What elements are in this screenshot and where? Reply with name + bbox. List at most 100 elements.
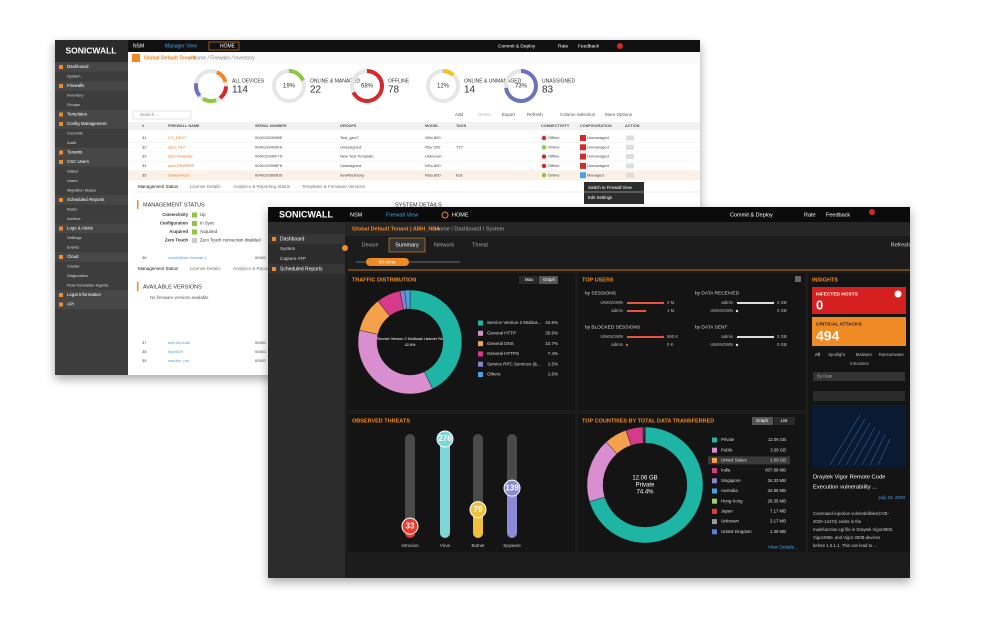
table-cell[interactable]: CY_DEV7 [168, 135, 187, 140]
refresh[interactable]: Refresh [891, 242, 910, 248]
sidebar-section[interactable] [268, 234, 345, 244]
sidebar-section[interactable] [55, 109, 128, 120]
top-action[interactable]: Feedback [578, 43, 600, 49]
sidebar-section[interactable] [268, 264, 345, 274]
filter[interactable]: Intrusions [850, 361, 869, 366]
detail-tab[interactable]: Management Status [138, 266, 179, 271]
toggle[interactable] [774, 417, 795, 425]
nav-link[interactable]: HOME [452, 212, 469, 218]
nav-section[interactable]: Firewalls [67, 83, 85, 88]
nav-item[interactable]: Settings [67, 235, 82, 240]
nav-link[interactable]: HOME [220, 43, 236, 49]
nav-item[interactable]: Capture ATP [280, 256, 306, 261]
filter[interactable]: All [815, 352, 820, 357]
action-button[interactable] [626, 154, 634, 160]
toolbar-action[interactable]: Column Selection [560, 112, 596, 117]
sidebar-section[interactable] [55, 252, 128, 262]
sidebar-section[interactable] [55, 81, 128, 91]
nav-section[interactable]: CSC Users [67, 159, 90, 164]
detail-tab[interactable]: Analytics & Reporting Status [233, 266, 291, 271]
toggle[interactable] [519, 276, 538, 284]
nav-section[interactable]: Templates [67, 112, 88, 117]
nav-item[interactable]: Archive [67, 216, 81, 221]
sidebar-section[interactable] [55, 157, 128, 167]
toggle-label[interactable]: List [781, 418, 788, 423]
nav-item[interactable]: System [67, 74, 81, 79]
table-cell[interactable]: spot DSWRFR [168, 163, 194, 168]
action-button[interactable] [626, 144, 634, 150]
search-field[interactable] [813, 391, 905, 401]
action-button[interactable] [626, 163, 634, 169]
sidebar-section[interactable] [55, 62, 128, 72]
nav-item[interactable]: Commits [67, 131, 83, 136]
toolbar-action[interactable]: Add [455, 112, 464, 117]
nav-item[interactable]: Flow Forwarder Agents [67, 283, 108, 288]
tab[interactable]: Network [434, 242, 454, 248]
detail-tab[interactable]: Management Status [138, 184, 179, 189]
nav-item[interactable]: Migration Status [67, 188, 96, 193]
toggle-label[interactable]: Graph [756, 418, 769, 423]
nav-link[interactable]: Firewall View [386, 212, 418, 218]
filter[interactable]: Malware [856, 352, 873, 357]
nav-section[interactable]: Scheduled Reports [280, 266, 323, 272]
filter[interactable]: Spotlight [828, 352, 846, 357]
nav-link[interactable]: NSM [350, 212, 363, 218]
nav-section[interactable]: API [67, 302, 74, 307]
tab[interactable]: Device [362, 242, 379, 248]
sidebar-section[interactable] [55, 290, 128, 300]
toolbar-action[interactable]: Export [502, 112, 516, 117]
menu-item[interactable]: Switch to Firewall View [588, 185, 633, 190]
top-action[interactable]: Commit & Deploy [498, 43, 536, 49]
top-action[interactable]: Rate [804, 212, 816, 218]
sidebar-section[interactable] [55, 299, 128, 310]
sidebar-section[interactable] [55, 147, 128, 158]
detail-tab[interactable]: License Details [190, 184, 221, 189]
sidebar-section[interactable] [55, 195, 128, 205]
nav-section[interactable]: Legal Information [67, 292, 101, 297]
toolbar-action[interactable]: More Options [605, 112, 633, 117]
table-cell[interactable]: spot_1w7 [168, 144, 186, 149]
toggle-label[interactable]: Graph [543, 277, 556, 282]
action-button[interactable] [626, 135, 634, 141]
filter[interactable]: Ransomware [879, 352, 905, 357]
nav-section[interactable]: Config Management [67, 121, 107, 126]
nav-section[interactable]: Logs & Alerts [67, 226, 94, 231]
news-title[interactable]: Execution vulnerability ... [813, 485, 878, 491]
tab[interactable]: Summary [395, 242, 419, 248]
top-action[interactable]: Commit & Deploy [730, 212, 773, 218]
sort-select[interactable] [813, 372, 905, 381]
tab[interactable]: Threat [472, 242, 488, 248]
nav-section[interactable]: Tenants [67, 150, 83, 155]
nav-item[interactable]: Events [67, 245, 79, 250]
nav-section[interactable]: Dashboard [67, 64, 89, 69]
table-cell[interactable]: spot Template [168, 154, 194, 159]
nav-section[interactable]: Scheduled Reports [67, 197, 105, 202]
sidebar-section[interactable] [55, 119, 128, 129]
search-box[interactable] [132, 110, 192, 120]
nav-link[interactable]: Manager View [165, 43, 197, 49]
sidebar-section[interactable] [55, 223, 128, 234]
menu-item[interactable]: Edit Settings [588, 195, 612, 200]
nav-section[interactable]: Dashboard [280, 236, 305, 242]
view-details[interactable]: View Details... [768, 544, 798, 550]
nav-item[interactable]: Cluster [67, 264, 80, 269]
toggle[interactable] [752, 417, 773, 425]
nav-item[interactable]: Audit [67, 140, 77, 145]
nav-item[interactable]: Users [67, 178, 78, 183]
nav-item[interactable]: Diagnostics [67, 273, 88, 278]
nav-link[interactable]: NSM [133, 43, 144, 49]
slider-pill[interactable] [366, 258, 409, 266]
table-cell[interactable]: Sonicw-test [168, 172, 190, 177]
toggle[interactable] [539, 276, 558, 284]
nav-item[interactable]: System [280, 246, 295, 251]
action-button[interactable] [626, 172, 634, 178]
detail-tab[interactable]: License Details [190, 266, 221, 271]
top-action[interactable]: Feedback [826, 212, 850, 218]
nav-item[interactable]: Groups [67, 102, 80, 107]
news-title[interactable]: Draytek Vigor Remote Code [813, 475, 885, 481]
detail-tab[interactable]: Templates & Firmware Versions [302, 184, 366, 189]
top-action[interactable]: Rate [558, 43, 568, 49]
toolbar-action[interactable]: Delete [478, 112, 492, 117]
nav-item[interactable]: Status [67, 169, 78, 174]
toolbar-action[interactable]: Refresh [527, 112, 543, 117]
